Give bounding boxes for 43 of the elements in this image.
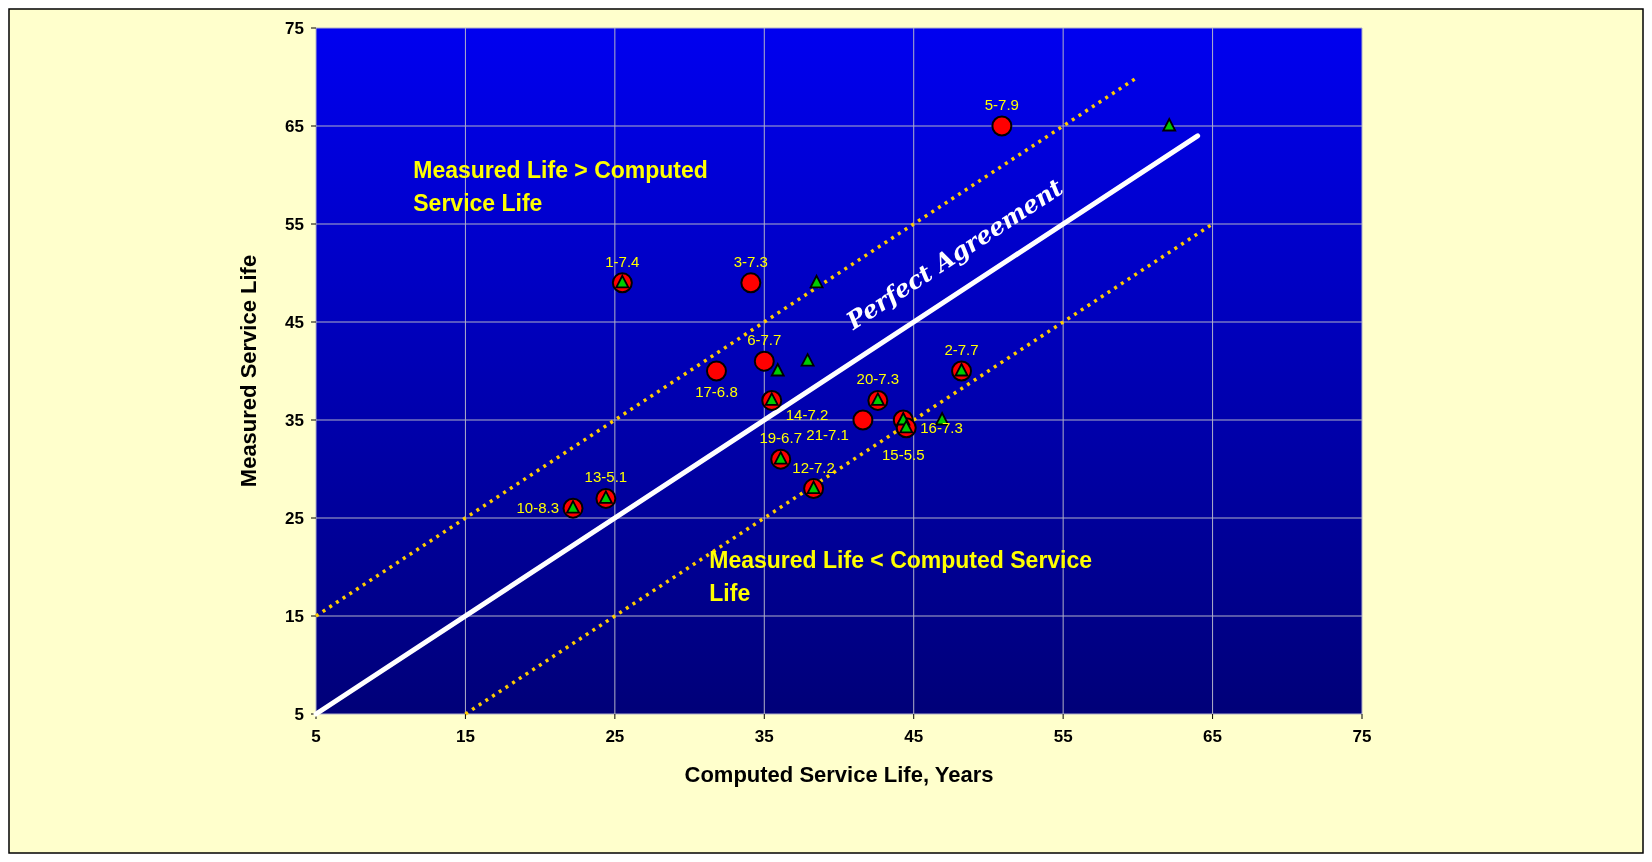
point [705,360,727,382]
annotation: 13-5.1 [584,468,628,486]
y-tick-label: 65 [285,117,304,136]
x-tick-label: 45 [904,727,924,746]
x-tick-label: 25 [605,727,625,746]
point [770,363,785,377]
annotation: Measured Life < Computed Service Life [709,547,1093,606]
x-axis-title: Computed Service Life, Years [684,762,994,787]
annotation: 19-6.7 [759,429,802,447]
y-tick-label: 15 [285,607,304,626]
annotation: 3-7.3 [733,252,768,270]
x-tick-label: 75 [1352,727,1372,746]
x-tick-label: 35 [754,727,774,746]
point [852,409,874,431]
x-tick-label: 55 [1053,727,1073,746]
point [991,115,1013,137]
y-tick-label: 35 [285,411,304,430]
y-tick-label: 25 [285,509,304,528]
annotation: 2-7.7 [944,341,979,358]
y-tick-label: 45 [285,313,304,332]
annotation: 15-5.5 [881,446,925,463]
annotation: 16-7.3 [920,418,963,436]
point [1162,118,1177,132]
annotation: 21-7.1 [806,426,849,443]
annotation: 12-7.2 [792,458,835,476]
annotation: 10-8.3 [516,499,560,517]
annotation: 1-7.4 [605,252,640,270]
y-axis-title: Measured Service Life [236,254,261,488]
annotation: 5-7.9 [984,96,1019,113]
point [753,350,775,372]
y-tick-label: 5 [294,705,304,724]
point [809,274,824,289]
x-tick-label: 65 [1203,727,1223,746]
x-tick-label: 15 [455,727,475,746]
y-tick-label: 75 [285,19,304,38]
annotation: 17-6.8 [695,383,738,400]
y-tick-label: 55 [285,215,304,234]
annotation: 14-7.2 [785,406,829,424]
point [800,353,815,367]
annotation: 20-7.3 [856,370,900,388]
annotation: 6-7.7 [747,331,782,349]
x-tick-label: 5 [311,727,321,746]
point [740,272,762,294]
